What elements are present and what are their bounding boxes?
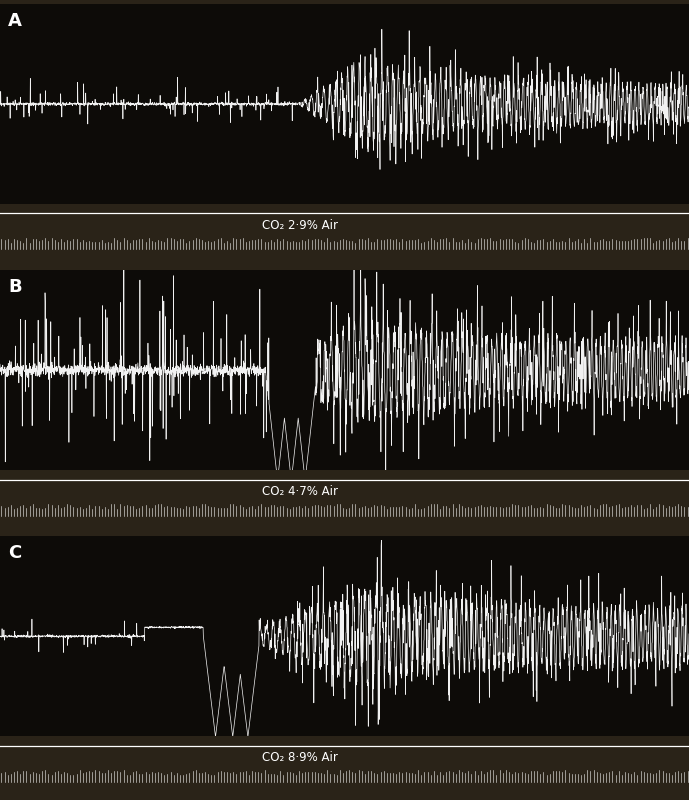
Text: CO₂ 2·9% Air: CO₂ 2·9% Air [262,218,338,232]
Text: C: C [8,544,21,562]
Text: CO₂ 8·9% Air: CO₂ 8·9% Air [262,751,338,764]
Text: CO₂ 4·7% Air: CO₂ 4·7% Air [262,485,338,498]
Text: A: A [8,12,22,30]
Text: B: B [8,278,22,296]
